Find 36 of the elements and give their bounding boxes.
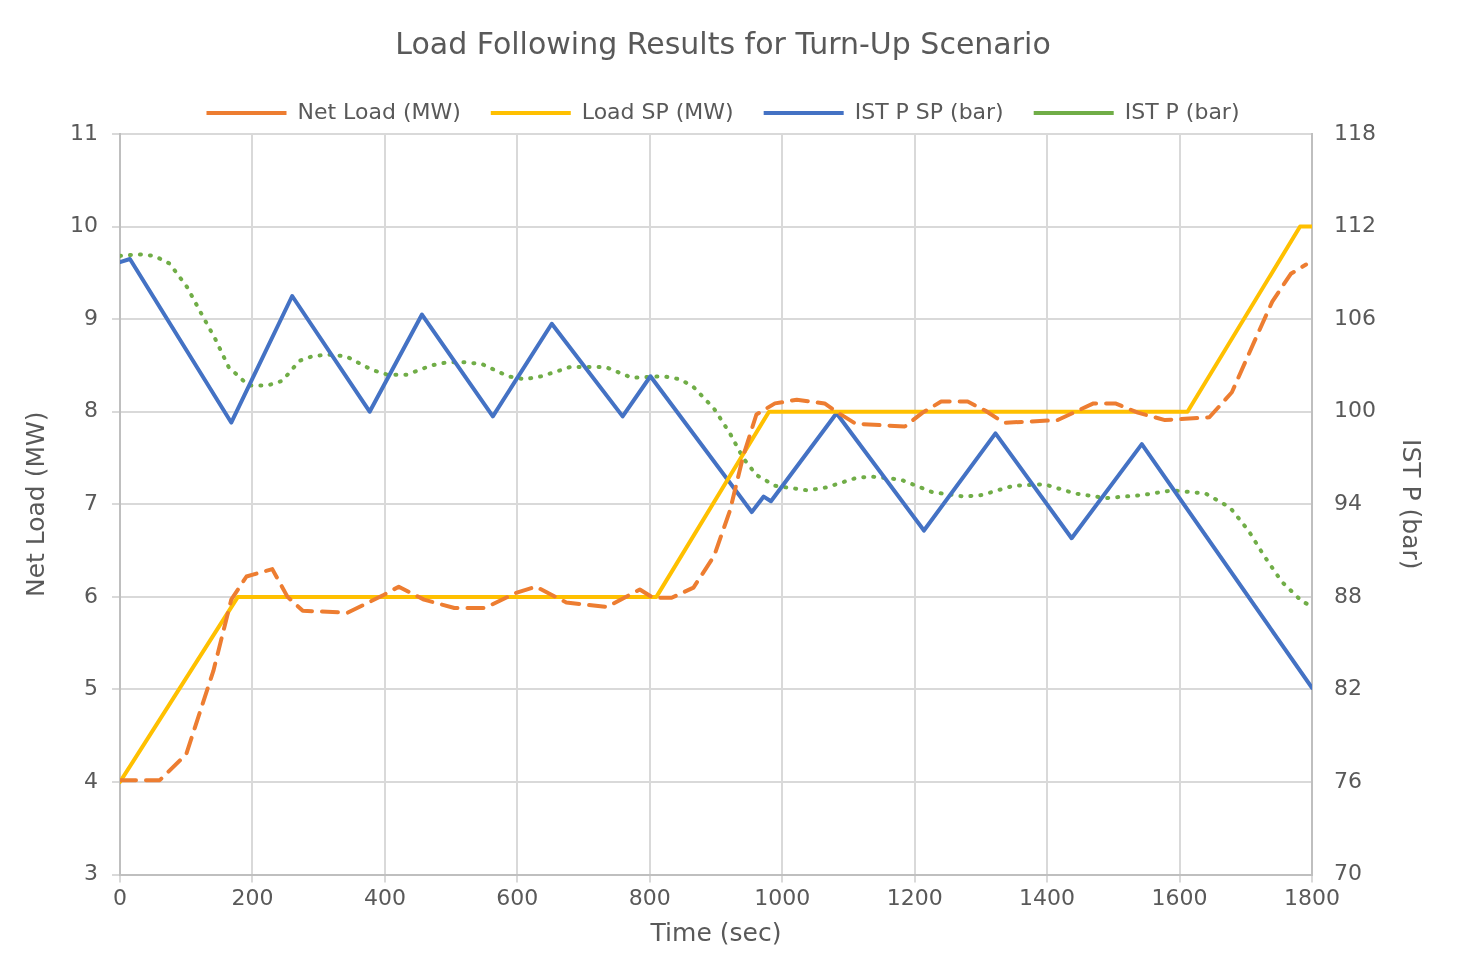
y-tick-label: 10 bbox=[69, 212, 98, 238]
y2-tick-label: 76 bbox=[1334, 767, 1363, 793]
x-tick-label: 1200 bbox=[886, 884, 943, 910]
y2-tick-label: 112 bbox=[1334, 212, 1377, 238]
y-tick-label: 9 bbox=[83, 304, 98, 330]
y-tick-label: 5 bbox=[83, 675, 98, 701]
x-tick-label: 400 bbox=[363, 884, 406, 910]
y-tick-label: 6 bbox=[83, 582, 98, 608]
y2-tick-label: 82 bbox=[1334, 675, 1363, 701]
y2-tick-label: 118 bbox=[1334, 119, 1377, 145]
x-tick-label: 1000 bbox=[754, 884, 811, 910]
y-tick-label: 8 bbox=[83, 397, 98, 423]
y2-tick-label: 88 bbox=[1334, 582, 1363, 608]
legend-label: IST P SP (bar) bbox=[854, 98, 1004, 124]
legend-label: IST P (bar) bbox=[1124, 98, 1240, 124]
x-tick-label: 200 bbox=[231, 884, 274, 910]
y-axis-title: Net Load (MW) bbox=[20, 411, 50, 598]
x-tick-label: 0 bbox=[112, 884, 127, 910]
y2-tick-label: 70 bbox=[1334, 860, 1363, 886]
legend-label: Load SP (MW) bbox=[581, 98, 734, 124]
y-tick-label: 4 bbox=[83, 767, 98, 793]
y2-tick-label: 106 bbox=[1334, 304, 1377, 330]
x-tick-label: 800 bbox=[628, 884, 671, 910]
y-tick-label: 3 bbox=[83, 860, 98, 886]
legend-label: Net Load (MW) bbox=[297, 98, 461, 124]
y2-tick-label: 100 bbox=[1334, 397, 1377, 423]
y-tick-label: 11 bbox=[69, 119, 98, 145]
x-tick-label: 1400 bbox=[1019, 884, 1076, 910]
chart-title: Load Following Results for Turn-Up Scenario bbox=[395, 25, 1051, 61]
x-tick-label: 1800 bbox=[1284, 884, 1341, 910]
x-tick-label: 600 bbox=[496, 884, 539, 910]
y2-tick-label: 94 bbox=[1334, 490, 1363, 516]
y2-axis-title: IST P (bar) bbox=[1396, 439, 1426, 570]
x-tick-label: 1600 bbox=[1151, 884, 1208, 910]
y-tick-label: 7 bbox=[83, 490, 98, 516]
x-axis-title: Time (sec) bbox=[649, 917, 782, 947]
